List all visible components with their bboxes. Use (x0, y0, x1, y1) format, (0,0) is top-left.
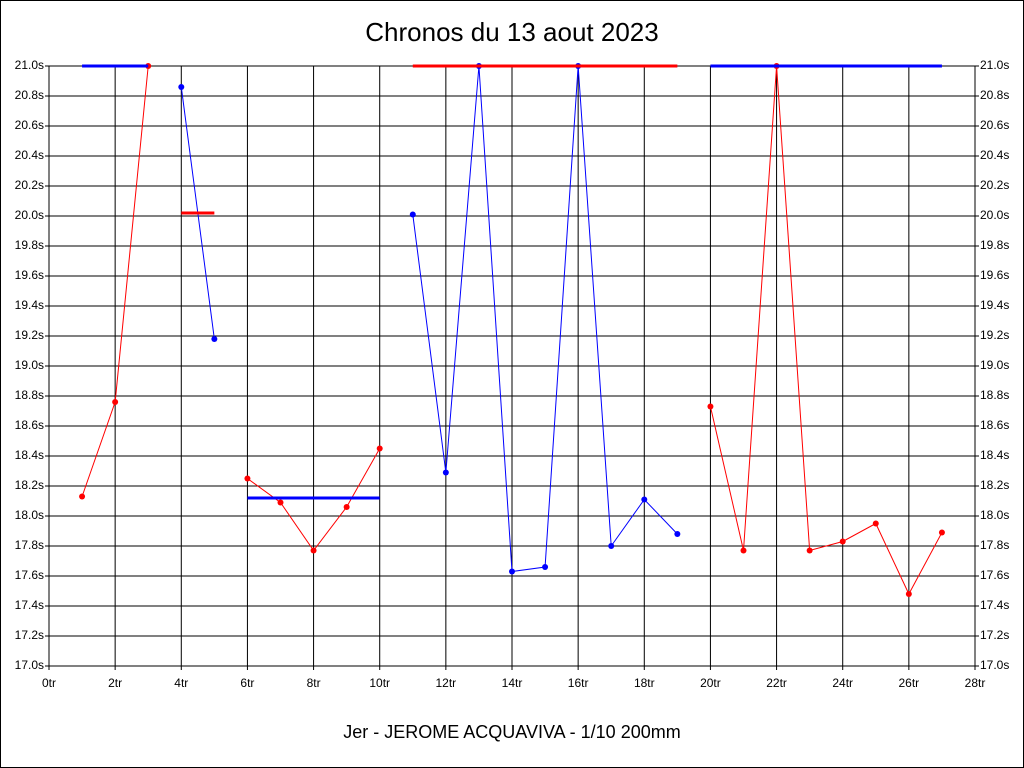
y2-tick-label: 18.0s (980, 508, 1009, 522)
y2-tick-label: 19.8s (980, 238, 1009, 252)
y2-tick-label: 18.2s (980, 478, 1009, 492)
x-tick-label: 24tr (832, 676, 853, 690)
point (905, 591, 912, 597)
point (112, 399, 119, 405)
point (509, 568, 515, 575)
y2-tick-label: 20.6s (980, 118, 1009, 132)
point (542, 564, 549, 570)
y2-tick-label: 17.0s (980, 658, 1009, 672)
y-tick-label: 17.0s (15, 658, 44, 672)
y-tick-label: 18.8s (15, 388, 44, 402)
y2-tick-label: 20.2s (980, 178, 1009, 192)
y-tick-label: 19.2s (15, 328, 44, 342)
y-tick-label: 18.4s (15, 448, 44, 462)
point (707, 403, 714, 410)
point (839, 538, 846, 545)
point (608, 543, 615, 549)
y2-tick-label: 19.4s (980, 298, 1009, 312)
y-tick-label: 18.2s (15, 478, 44, 492)
point (409, 211, 416, 218)
x-tick-label: 26tr (899, 676, 920, 690)
y-tick-label: 19.0s (15, 358, 44, 372)
y2-tick-label: 17.8s (980, 538, 1009, 552)
point (442, 469, 449, 476)
x-tick-label: 20tr (700, 676, 721, 690)
y2-tick-label: 17.6s (980, 568, 1009, 582)
chart-subtitle: Jer - JEROME ACQUAVIVA - 1/10 200mm (343, 722, 680, 742)
chart-title: Chronos du 13 aout 2023 (365, 17, 658, 47)
y2-tick-label: 18.6s (980, 418, 1009, 432)
y-tick-label: 17.2s (15, 628, 44, 642)
y2-tick-label: 18.8s (980, 388, 1009, 402)
y-tick-label: 19.6s (15, 268, 44, 282)
y-tick-label: 18.6s (15, 418, 44, 432)
point (806, 547, 813, 554)
y2-tick-label: 19.2s (980, 328, 1009, 342)
y2-tick-label: 19.6s (980, 268, 1009, 282)
point (277, 499, 284, 506)
y2-tick-label: 17.2s (980, 628, 1009, 642)
point (343, 504, 350, 510)
point (244, 475, 251, 482)
y-tick-label: 17.8s (15, 538, 44, 552)
y-tick-label: 20.6s (15, 118, 44, 132)
point (740, 547, 747, 554)
x-tick-label: 18tr (634, 676, 655, 690)
point (178, 84, 185, 90)
x-tick-label: 2tr (108, 676, 122, 690)
x-tick-label: 6tr (240, 676, 254, 690)
point (938, 529, 945, 536)
x-tick-label: 4tr (174, 676, 188, 690)
x-tick-label: 0tr (42, 676, 56, 690)
point (641, 496, 648, 503)
y-tick-label: 18.0s (15, 508, 44, 522)
y2-tick-label: 19.0s (980, 358, 1009, 372)
x-tick-label: 22tr (766, 676, 787, 690)
y-tick-label: 20.4s (15, 148, 44, 162)
y-tick-label: 21.0s (15, 58, 44, 72)
y2-tick-label: 20.0s (980, 208, 1009, 222)
point (310, 547, 317, 554)
point (79, 493, 86, 500)
point (872, 520, 879, 527)
x-tick-label: 12tr (436, 676, 457, 690)
x-tick-label: 10tr (369, 676, 390, 690)
y2-tick-label: 21.0s (980, 58, 1009, 72)
point (211, 336, 218, 342)
x-tick-label: 16tr (568, 676, 589, 690)
y-tick-label: 19.8s (15, 238, 44, 252)
x-tick-label: 8tr (307, 676, 321, 690)
y-tick-label: 17.4s (15, 598, 44, 612)
y-tick-label: 20.8s (15, 88, 44, 102)
point (376, 445, 383, 452)
y-tick-label: 19.4s (15, 298, 44, 312)
y2-tick-label: 18.4s (980, 448, 1009, 462)
y2-tick-label: 20.8s (980, 88, 1009, 102)
y2-tick-label: 17.4s (980, 598, 1009, 612)
point (674, 531, 681, 537)
y-tick-label: 17.6s (15, 568, 44, 582)
y-tick-label: 20.0s (15, 208, 44, 222)
x-tick-label: 14tr (502, 676, 523, 690)
y2-tick-label: 20.4s (980, 148, 1009, 162)
x-tick-label: 28tr (965, 676, 986, 690)
y-tick-label: 20.2s (15, 178, 44, 192)
